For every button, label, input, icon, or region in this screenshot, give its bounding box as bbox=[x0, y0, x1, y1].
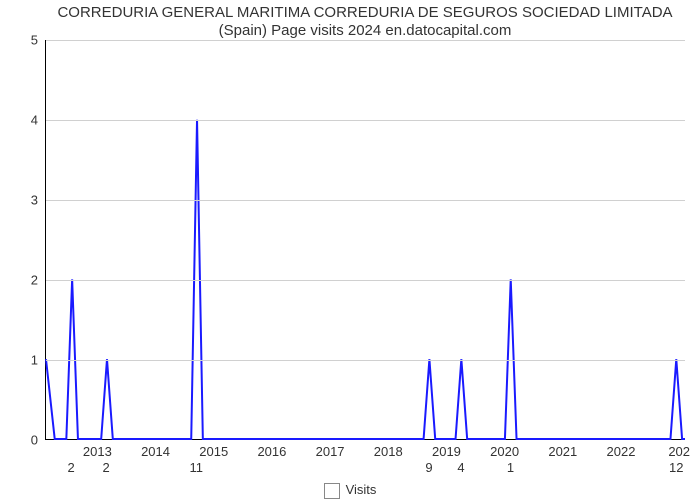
gridline bbox=[46, 200, 685, 201]
gridline bbox=[46, 360, 685, 361]
legend: Visits bbox=[0, 482, 700, 499]
gridline bbox=[46, 280, 685, 281]
value-label: 11 bbox=[190, 460, 204, 475]
gridline bbox=[46, 120, 685, 121]
value-label: 1 bbox=[507, 460, 514, 475]
gridline bbox=[46, 40, 685, 41]
xtick-label: 2015 bbox=[199, 444, 228, 459]
ytick-label: 4 bbox=[8, 113, 38, 128]
xtick-label: 2014 bbox=[141, 444, 170, 459]
legend-label: Visits bbox=[346, 482, 377, 497]
ytick-label: 5 bbox=[8, 33, 38, 48]
xtick-label: 2019 bbox=[432, 444, 461, 459]
xtick-label: 2018 bbox=[374, 444, 403, 459]
ytick-label: 1 bbox=[8, 353, 38, 368]
value-label: 9 bbox=[425, 460, 432, 475]
value-label: 2 bbox=[68, 460, 75, 475]
ytick-label: 0 bbox=[8, 433, 38, 448]
plot-area bbox=[45, 40, 685, 440]
value-label: 12 bbox=[669, 460, 683, 475]
xtick-label: 2017 bbox=[316, 444, 345, 459]
xtick-label: 202 bbox=[668, 444, 690, 459]
xtick-label: 2013 bbox=[83, 444, 112, 459]
legend-swatch bbox=[324, 483, 340, 499]
value-label: 2 bbox=[102, 460, 109, 475]
chart-container: CORREDURIA GENERAL MARITIMA CORREDURIA D… bbox=[0, 0, 700, 500]
xtick-label: 2016 bbox=[257, 444, 286, 459]
xtick-label: 2021 bbox=[548, 444, 577, 459]
xtick-label: 2022 bbox=[607, 444, 636, 459]
chart-title: CORREDURIA GENERAL MARITIMA CORREDURIA D… bbox=[40, 4, 690, 40]
line-series bbox=[46, 40, 685, 439]
value-label: 4 bbox=[457, 460, 464, 475]
ytick-label: 2 bbox=[8, 273, 38, 288]
ytick-label: 3 bbox=[8, 193, 38, 208]
xtick-label: 2020 bbox=[490, 444, 519, 459]
